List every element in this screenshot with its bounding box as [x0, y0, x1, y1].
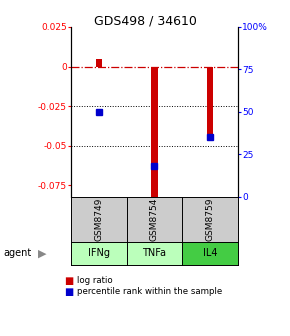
Text: GDS498 / 34610: GDS498 / 34610 — [94, 14, 196, 27]
Text: GSM8759: GSM8759 — [206, 198, 215, 241]
Text: TNFa: TNFa — [142, 248, 166, 258]
Text: GSM8749: GSM8749 — [94, 198, 103, 241]
Text: IFNg: IFNg — [88, 248, 110, 258]
Text: ▶: ▶ — [38, 248, 46, 258]
Text: agent: agent — [3, 248, 31, 258]
Bar — [151, 67, 158, 197]
Text: GSM8754: GSM8754 — [150, 198, 159, 241]
Bar — [95, 58, 102, 67]
Text: ■: ■ — [64, 276, 73, 286]
Text: log ratio: log ratio — [77, 276, 113, 285]
Text: percentile rank within the sample: percentile rank within the sample — [77, 287, 222, 296]
Text: IL4: IL4 — [203, 248, 217, 258]
Text: ■: ■ — [64, 287, 73, 297]
Bar — [207, 67, 213, 136]
